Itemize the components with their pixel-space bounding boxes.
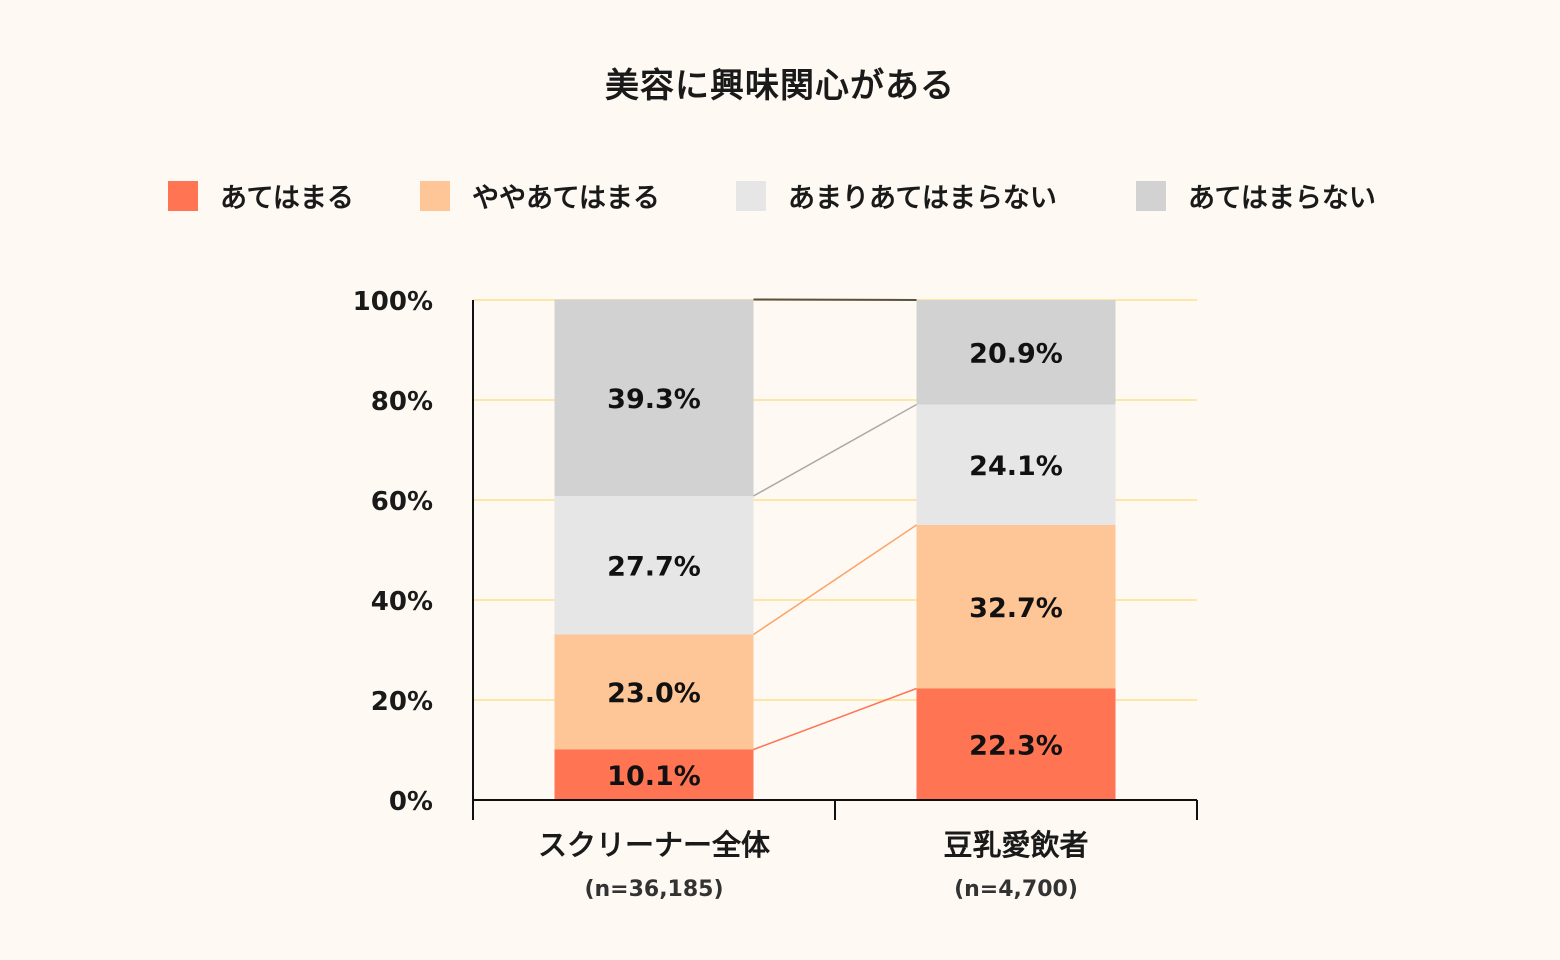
bar-segment (554, 634, 754, 750)
y-tick-label: 80% (371, 387, 433, 417)
bar-segment (916, 688, 1116, 800)
legend-swatch (736, 180, 766, 211)
legend-swatch (168, 180, 198, 211)
data-label: 27.7% (607, 551, 701, 582)
bar-segment (554, 299, 754, 496)
legend-label: ややあてはまる (472, 183, 660, 214)
data-label: 10.1% (607, 761, 701, 792)
legend-label: あてはまる (220, 183, 354, 214)
bar-segment (916, 300, 1116, 405)
data-label: 39.3% (607, 384, 701, 415)
legend-swatch (1136, 180, 1166, 211)
bar-segment (554, 496, 754, 635)
x-category-sample-size: (n=4,700) (954, 877, 1078, 902)
data-label: 32.7% (969, 593, 1063, 624)
legend-label: あまりあてはまらない (788, 183, 1057, 214)
x-category-label: スクリーナー全体 (538, 828, 771, 862)
legend: あてはまる ややあてはまる あまりあてはまらない あてはまらない (0, 176, 1560, 216)
y-tick-label: 0% (389, 787, 433, 817)
data-label: 20.9% (969, 338, 1063, 369)
data-label: 23.0% (607, 678, 701, 709)
y-tick-label: 60% (371, 487, 433, 517)
legend-item-0: あてはまる (168, 176, 354, 215)
connector-line (753, 298, 917, 301)
connector-line (753, 403, 917, 497)
x-category-sample-size: (n=36,185) (584, 877, 723, 902)
legend-label: あてはまらない (1188, 183, 1376, 214)
legend-item-3: あてはまらない (1136, 176, 1376, 215)
x-category-label: 豆乳愛飲者 (943, 828, 1088, 862)
connector-line (753, 687, 917, 751)
y-tick-label: 100% (353, 287, 433, 317)
legend-item-1: ややあてはまる (420, 176, 660, 215)
y-tick-label: 20% (371, 687, 433, 717)
bar-segment (916, 404, 1116, 525)
y-tick-label: 40% (371, 587, 433, 617)
data-label: 22.3% (969, 730, 1063, 761)
connector-line (753, 524, 917, 636)
legend-swatch (420, 180, 450, 211)
bar-segment (916, 525, 1116, 689)
chart-title: 美容に興味関心がある (605, 66, 955, 106)
bar-segment (554, 749, 754, 800)
data-label: 24.1% (969, 451, 1063, 482)
legend-item-2: あまりあてはまらない (736, 176, 1057, 215)
